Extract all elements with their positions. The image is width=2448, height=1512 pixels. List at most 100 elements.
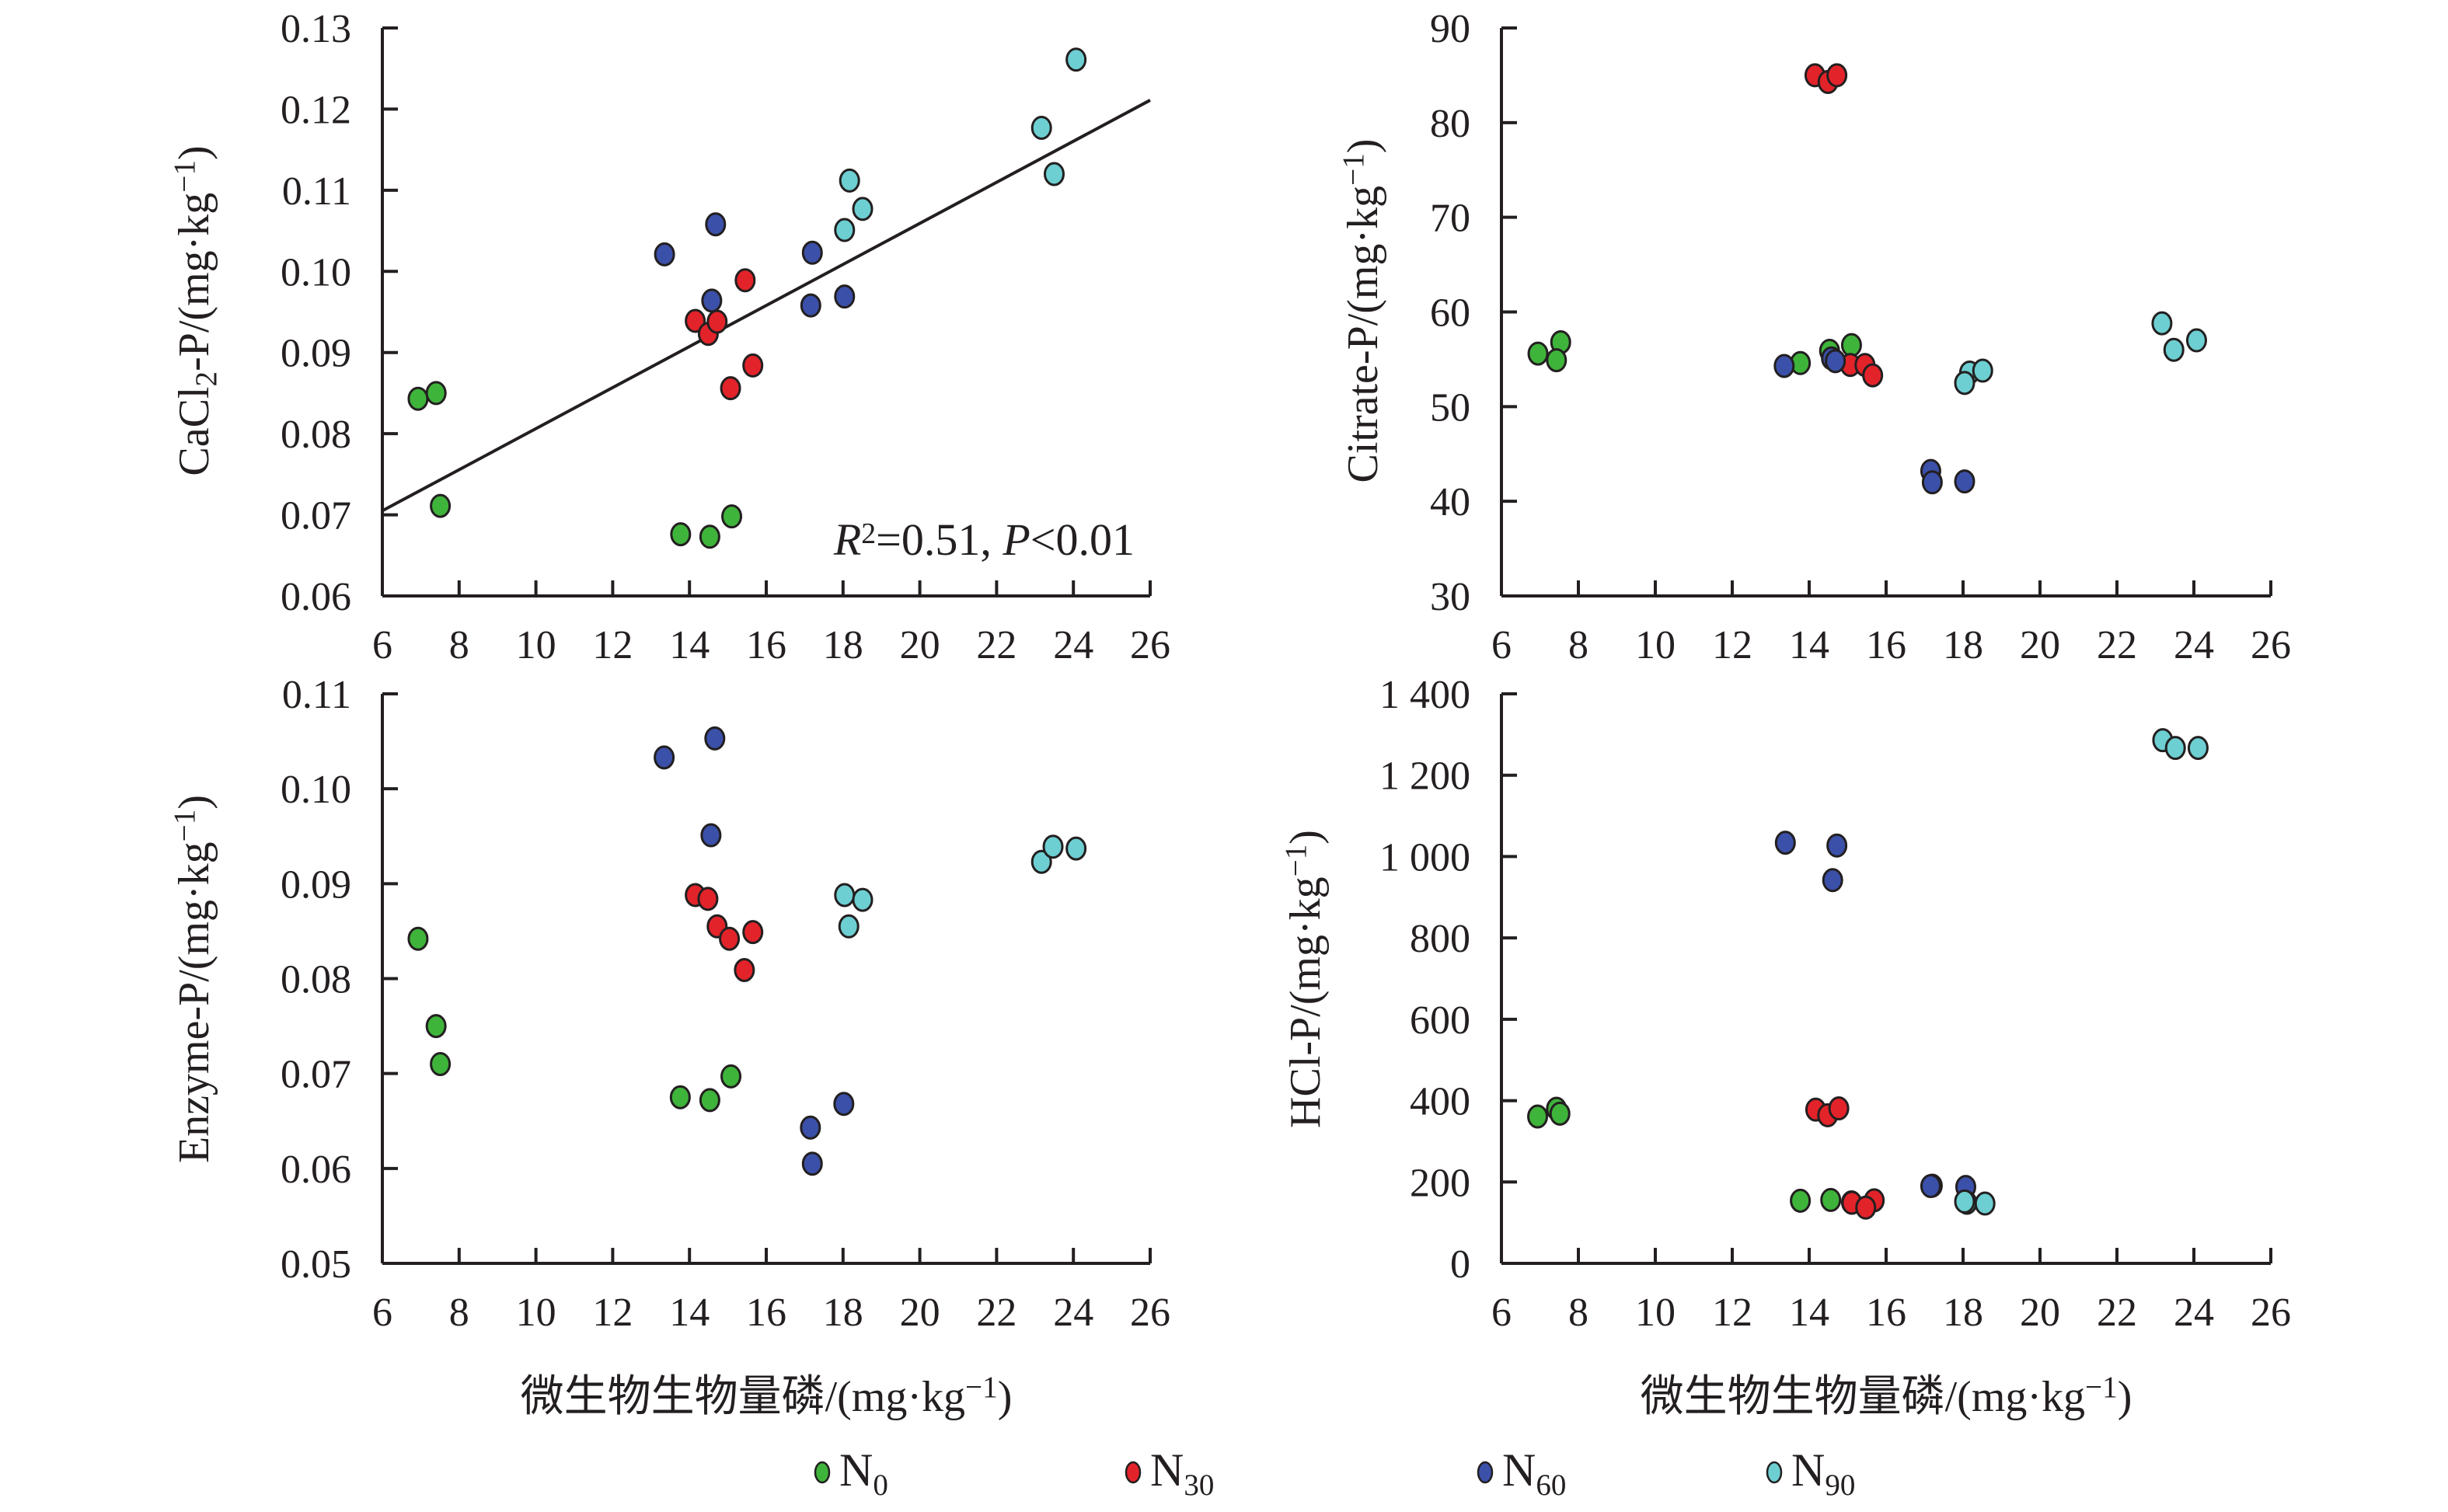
y-tick-label: 0.10 <box>281 768 351 812</box>
data-point <box>425 1014 447 1039</box>
x-tick-label: 14 <box>669 1291 710 1335</box>
data-point <box>734 268 756 293</box>
series-N90 <box>834 834 1087 939</box>
y-tick-label: 1 000 <box>1379 835 1470 880</box>
data-point <box>734 958 755 983</box>
y-tick-label: 400 <box>1410 1080 1470 1124</box>
data-point <box>834 883 856 908</box>
data-point <box>699 524 720 549</box>
data-point <box>1774 831 1796 855</box>
data-point <box>721 504 743 529</box>
y-axis-title-superscript: −1 <box>1337 153 1370 186</box>
legend-label-subscript: 90 <box>1825 1468 1855 1502</box>
x-tick-label: 12 <box>1712 623 1752 667</box>
y-axis-title-subscript: 2 <box>190 371 223 387</box>
x-tick-label: 12 <box>592 623 633 667</box>
y-tick-label: 0 <box>1450 1242 1470 1287</box>
x-tick-label: 16 <box>1866 623 1906 667</box>
data-point <box>838 914 860 939</box>
data-point <box>669 1085 691 1110</box>
legend-label-main: N <box>839 1444 873 1496</box>
y-axis-title-text: HCl-P/(mg·kg <box>1282 876 1330 1128</box>
y-tick-label: 30 <box>1430 575 1470 619</box>
r2-value: =0.51, <box>876 514 1003 565</box>
data-point <box>670 522 692 547</box>
y-tick-label: 0.12 <box>281 88 351 132</box>
y-tick-label: 0.11 <box>282 673 351 717</box>
y-axis-title-text: -P/(mg·kg <box>170 193 218 371</box>
data-point <box>1773 354 1795 378</box>
data-point <box>2164 736 2186 761</box>
x-tick-label: 6 <box>372 623 392 667</box>
x-tick-label: 22 <box>976 623 1017 667</box>
x-tick-label: 14 <box>669 623 710 667</box>
legend-label-main: N <box>1791 1444 1825 1496</box>
data-point <box>2187 736 2209 761</box>
data-point <box>1549 1101 1571 1126</box>
x-tick-label: 26 <box>2251 1291 2291 1335</box>
x-axis-title-superscript: −1 <box>2085 1371 2118 1404</box>
panel-bottom-left: 0.05 0.06 0.07 0.08 0.09 0.10 0.11 6 8 10 12 14 16 18… <box>168 673 1170 1421</box>
y-tick-label: 0.05 <box>281 1242 351 1287</box>
y-tick-label: 0.11 <box>282 169 351 214</box>
data-point <box>2151 311 2173 336</box>
data-point <box>1921 470 1943 495</box>
data-point <box>697 887 719 911</box>
data-point <box>742 353 764 378</box>
series-N0 <box>407 926 742 1113</box>
p-value: <0.01 <box>1030 514 1135 565</box>
legend: N0 N30 N60 N90 <box>814 1444 1855 1502</box>
x-tick-label: 12 <box>1712 1291 1752 1335</box>
panel-bottom-right: 0 200 400 600 800 1 000 1 200 1 400 6 8 10 12 14 16 18… <box>1279 673 2291 1421</box>
data-point <box>720 1064 742 1089</box>
y-tick-label: 0.09 <box>281 332 351 376</box>
data-point <box>407 926 429 951</box>
x-tick-label: 22 <box>2097 1291 2137 1335</box>
data-point <box>1546 348 1567 373</box>
data-point <box>1825 349 1846 374</box>
x-tick-label: 22 <box>2097 623 2137 667</box>
y-tick-label: 0.08 <box>281 413 351 457</box>
y-axis-title-text: ) <box>170 795 218 810</box>
y-tick-label: 0.09 <box>281 862 351 907</box>
series-N60 <box>1774 831 1976 1200</box>
y-tick-label: 1 200 <box>1379 754 1470 799</box>
y-tick-label: 0.06 <box>281 575 351 619</box>
x-axis-title-text: ) <box>998 1373 1013 1421</box>
y-axis-title-text: ) <box>1282 830 1330 845</box>
x-tick-label: 20 <box>2020 623 2060 667</box>
x-tick-label: 24 <box>1053 623 1093 667</box>
legend-label-subscript: 60 <box>1536 1468 1566 1502</box>
x-tick-label: 14 <box>1789 623 1829 667</box>
y-axis-title-superscript: −1 <box>168 160 201 193</box>
data-point <box>852 887 874 912</box>
x-tick-label: 8 <box>1568 1291 1588 1335</box>
data-point <box>706 309 728 334</box>
x-tick-label: 16 <box>746 1291 786 1335</box>
series-N90 <box>1954 311 2207 395</box>
data-point <box>1042 834 1064 859</box>
y-tick-label: 600 <box>1410 998 1470 1043</box>
data-point <box>699 1088 720 1113</box>
x-tick-label: 20 <box>2020 1291 2060 1335</box>
data-point <box>1790 1188 1812 1213</box>
x-tick-label: 16 <box>1866 1291 1906 1335</box>
y-axis-title: Enzyme-P/(mg·kg−1) <box>168 795 218 1163</box>
panel-top-left: 0.06 0.07 0.08 0.09 0.10 0.11 0.12 0.13 6 8 10 12 14… <box>168 7 1170 667</box>
data-point <box>742 920 764 945</box>
r2-symbol: R <box>833 514 861 565</box>
legend-label: N0 <box>839 1444 888 1502</box>
x-tick-label: 24 <box>2174 623 2214 667</box>
data-point <box>701 288 723 313</box>
series-N60 <box>654 212 856 318</box>
data-point <box>1065 836 1087 861</box>
x-tick-label: 6 <box>372 1291 392 1335</box>
x-tick-label: 20 <box>900 623 940 667</box>
legend-item-N60: N60 <box>1477 1444 1566 1502</box>
y-axis-title-text: Enzyme-P/(mg·kg <box>170 841 218 1163</box>
data-point <box>1065 47 1087 72</box>
series-N90 <box>1954 728 2209 1216</box>
y-tick-label: 0.10 <box>281 250 351 294</box>
x-tick-label: 8 <box>1568 623 1588 667</box>
